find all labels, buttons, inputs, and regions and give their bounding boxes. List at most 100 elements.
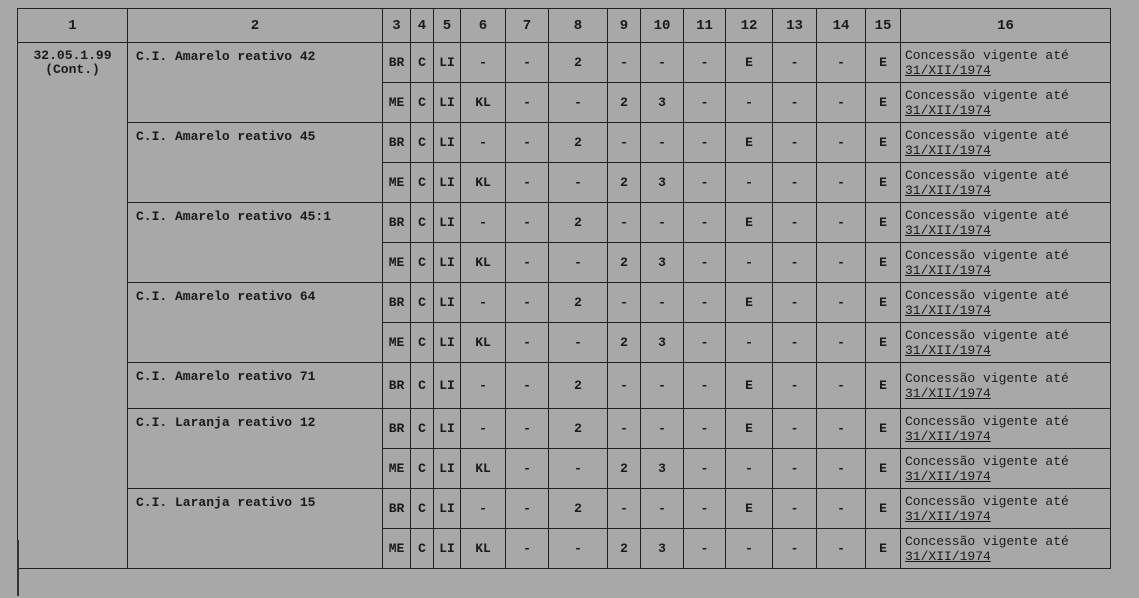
cell: - xyxy=(772,408,817,449)
observation-date: 31/XII/1974 xyxy=(905,182,991,198)
observation-text: Concessão vigente até xyxy=(905,493,1069,509)
observation-text: Concessão vigente até xyxy=(905,453,1069,469)
cell: 2 xyxy=(548,488,608,529)
cell: - xyxy=(505,408,549,449)
cell: 3 xyxy=(640,82,684,123)
cell: E xyxy=(865,528,901,569)
observation-cell: Concessão vigente até 31/XII/1974 xyxy=(900,322,1111,363)
cell: - xyxy=(772,322,817,363)
cell: - xyxy=(683,408,726,449)
cell: - xyxy=(772,202,817,243)
cell: 2 xyxy=(548,202,608,243)
cell: E xyxy=(865,282,901,323)
table-row: C.I. Amarelo reativo 45 BR C LI - -2- - - E - - E Co… xyxy=(18,122,1111,203)
cell: LI xyxy=(433,408,461,449)
cell: 3 xyxy=(640,322,684,363)
cell: - xyxy=(505,202,549,243)
cell: BR xyxy=(382,122,411,163)
cell: - xyxy=(640,42,684,83)
cell: - xyxy=(548,322,608,363)
cell: - xyxy=(607,202,641,243)
cell: - xyxy=(640,122,684,163)
observation-date: 31/XII/1974 xyxy=(905,302,991,318)
observation-cell: Concessão vigente até 31/XII/1974 xyxy=(900,162,1111,203)
cell: - xyxy=(460,42,506,83)
cell: - xyxy=(816,322,866,363)
cell: E xyxy=(865,488,901,529)
product-name: C.I. Laranja reativo 15 xyxy=(127,488,383,569)
table-row: 32.05.1.99 (Cont.) C.I. Amarelo reativo 42… xyxy=(17,42,1111,569)
cell: - xyxy=(772,82,817,123)
cell: E xyxy=(865,42,901,83)
column-header: 16 xyxy=(900,8,1111,43)
cell: E xyxy=(865,162,901,203)
cell: - xyxy=(548,162,608,203)
table-row: C.I. Amarelo reativo 64 BR C LI - -2- - - E - - E Co… xyxy=(18,282,1111,363)
cell: KL xyxy=(460,162,506,203)
cell: - xyxy=(772,242,817,283)
observation-text: Concessão vigente até xyxy=(905,287,1069,303)
cell: LI xyxy=(433,488,461,529)
cell: - xyxy=(505,42,549,83)
cell: - xyxy=(607,282,641,323)
column-header: 7 xyxy=(505,8,549,43)
cell: - xyxy=(640,362,684,409)
observation-cell: Concessão vigente até 31/XII/1974 xyxy=(900,408,1111,449)
observation-date: 31/XII/1974 xyxy=(905,262,991,278)
table-row: C.I. Amarelo reativo 71 BR C LI - -2- - - E - - E Co… xyxy=(18,362,1111,409)
table-row: C.I. Laranja reativo 12 BR C LI - -2- - - E - - E Co… xyxy=(18,408,1111,489)
cell: 3 xyxy=(640,242,684,283)
cell: - xyxy=(640,408,684,449)
cell: - xyxy=(548,528,608,569)
cell: - xyxy=(772,282,817,323)
observation-date: 31/XII/1974 xyxy=(905,142,991,158)
cell: - xyxy=(505,122,549,163)
cell: - xyxy=(505,282,549,323)
cell: - xyxy=(683,202,726,243)
observation-cell: Concessão vigente até 31/XII/1974 xyxy=(900,42,1111,83)
cell: E xyxy=(725,122,773,163)
product-name: C.I. Amarelo reativo 45:1 xyxy=(127,202,383,283)
cell: - xyxy=(505,242,549,283)
cell: - xyxy=(640,488,684,529)
cell: - xyxy=(816,282,866,323)
cell: E xyxy=(725,408,773,449)
cell: 3 xyxy=(640,528,684,569)
cell: - xyxy=(816,162,866,203)
table-row: ME C LI KL - -2 3- - - - E Concessão vigente até 31/… xyxy=(18,322,1111,363)
cell: E xyxy=(725,488,773,529)
cell: E xyxy=(725,202,773,243)
cell: - xyxy=(548,448,608,489)
cell: 2 xyxy=(607,82,641,123)
observation-date: 31/XII/1974 xyxy=(905,468,991,484)
cell: C xyxy=(410,42,434,83)
cell: - xyxy=(772,162,817,203)
margin-line xyxy=(17,540,19,596)
cell: E xyxy=(865,322,901,363)
column-header: 6 xyxy=(460,8,506,43)
product-name: C.I. Amarelo reativo 64 xyxy=(127,282,383,363)
observation-cell: Concessão vigente até 31/XII/1974 xyxy=(900,202,1111,243)
cell: 2 xyxy=(548,362,608,409)
cell: 2 xyxy=(548,282,608,323)
column-header: 3 xyxy=(382,8,411,43)
observation-cell: Concessão vigente até 31/XII/1974 xyxy=(900,488,1111,529)
observation-date: 31/XII/1974 xyxy=(905,222,991,238)
cell: - xyxy=(772,448,817,489)
cell: - xyxy=(772,122,817,163)
cell: LI xyxy=(433,362,461,409)
cell: - xyxy=(607,42,641,83)
cell: - xyxy=(725,82,773,123)
cell: ME xyxy=(382,242,411,283)
cell: ME xyxy=(382,448,411,489)
product-name: C.I. Laranja reativo 12 xyxy=(127,408,383,489)
cell: - xyxy=(816,202,866,243)
cell: ME xyxy=(382,528,411,569)
cell: - xyxy=(772,42,817,83)
observation-date: 31/XII/1974 xyxy=(905,102,991,118)
column-header: 5 xyxy=(433,8,461,43)
cell: - xyxy=(460,408,506,449)
cell: - xyxy=(683,42,726,83)
product-name: C.I. Amarelo reativo 71 xyxy=(127,362,383,409)
column-header: 8 xyxy=(548,8,608,43)
